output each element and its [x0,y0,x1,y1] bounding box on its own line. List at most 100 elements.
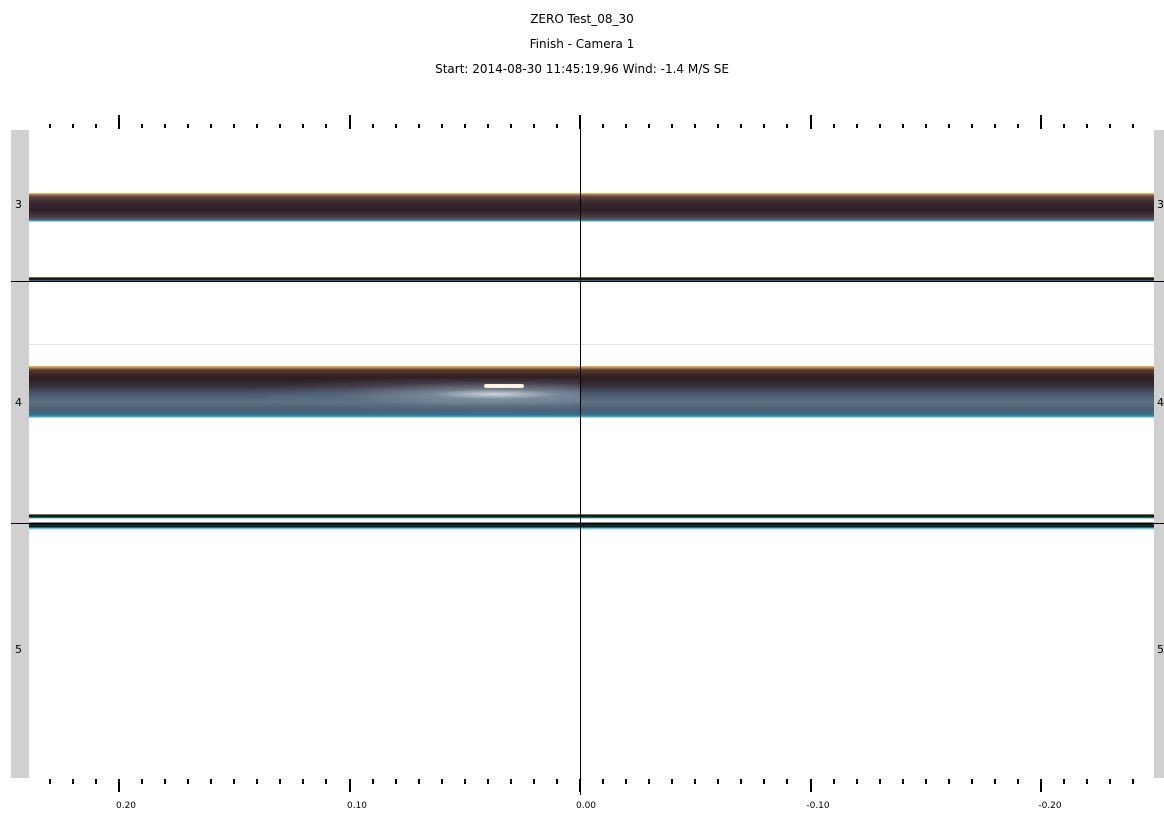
minor-tick [233,124,235,128]
major-tick [349,115,351,129]
minor-tick [671,779,673,784]
minor-tick [671,124,673,128]
lane-line [29,514,1154,519]
minor-tick [395,779,397,784]
minor-tick [441,124,443,128]
minor-tick [694,124,696,128]
minor-tick [994,779,996,784]
minor-tick [1063,124,1065,128]
minor-tick [925,124,927,128]
minor-tick [302,124,304,128]
time-label: 0.10 [346,801,368,811]
major-tick [118,115,120,129]
minor-tick [164,124,166,128]
lane-scale-left [11,130,29,778]
minor-tick [1109,779,1111,784]
minor-tick [95,124,97,128]
lane-divider-4-5 [11,523,1164,524]
minor-tick [533,779,535,784]
start-value: 2014-08-30 11:45:19.96 [472,62,619,76]
minor-tick [717,779,719,784]
lane-3-track-band [29,193,1154,222]
minor-tick [141,124,143,128]
minor-tick [556,124,558,128]
minor-tick [994,124,996,128]
minor-tick [187,779,189,784]
major-tick [1040,779,1042,792]
minor-tick [164,779,166,784]
minor-tick [786,779,788,784]
lane-4-track-band [29,366,1154,418]
time-label: -0.20 [1038,801,1062,811]
athlete-image [240,378,580,414]
lane-label-right-4: 4 [1157,396,1164,409]
minor-tick [464,779,466,784]
minor-tick [694,779,696,784]
minor-tick [210,779,212,784]
minor-tick [856,779,858,784]
minor-tick [763,124,765,128]
minor-tick [279,779,281,784]
minor-tick [625,124,627,128]
lane-scale-right [1154,130,1164,778]
minor-tick [72,124,74,128]
minor-tick [72,779,74,784]
minor-tick [418,779,420,784]
minor-tick [1017,779,1019,784]
lane-label-left-3: 3 [15,198,22,211]
minor-tick [763,779,765,784]
minor-tick [648,779,650,784]
time-label: 0.20 [115,801,137,811]
minor-tick [602,779,604,784]
lane-divider-3-4 [11,281,1164,282]
minor-tick [1086,124,1088,128]
time-label: -0.10 [806,801,830,811]
minor-tick [948,779,950,784]
wind-label: Wind: [622,62,657,76]
major-tick [810,115,812,129]
minor-tick [971,779,973,784]
minor-tick [1017,124,1019,128]
minor-tick [441,779,443,784]
time-ruler-bottom [0,779,1164,799]
minor-tick [533,124,535,128]
finish-time-cursor[interactable] [580,115,581,795]
minor-tick [279,124,281,128]
minor-tick [325,124,327,128]
minor-tick [464,124,466,128]
minor-tick [372,124,374,128]
lane-label-left-5: 5 [15,643,22,656]
minor-tick [786,124,788,128]
minor-tick [1132,779,1134,784]
minor-tick [256,124,258,128]
minor-tick [325,779,327,784]
minor-tick [49,779,51,784]
major-tick [349,779,351,792]
minor-tick [902,779,904,784]
minor-tick [395,124,397,128]
minor-tick [510,124,512,128]
wind-value: -1.4 M/S SE [660,62,729,76]
race-info: Start: 2014-08-30 11:45:19.96 Wind: -1.4… [0,62,1164,76]
minor-tick [49,124,51,128]
minor-tick [602,124,604,128]
minor-tick [487,779,489,784]
minor-tick [302,779,304,784]
major-tick [579,779,581,792]
minor-tick [833,124,835,128]
minor-tick [925,779,927,784]
minor-tick [556,779,558,784]
minor-tick [1109,124,1111,128]
minor-tick [1132,124,1134,128]
lane-label-right-3: 3 [1157,198,1164,211]
minor-tick [141,779,143,784]
minor-tick [648,124,650,128]
minor-tick [948,124,950,128]
start-label: Start: [435,62,469,76]
minor-tick [1063,779,1065,784]
lane-line [29,522,1154,530]
lane-guide-line [29,344,1154,345]
minor-tick [879,124,881,128]
lane-label-left-4: 4 [15,396,22,409]
athlete-highlight [484,384,524,388]
